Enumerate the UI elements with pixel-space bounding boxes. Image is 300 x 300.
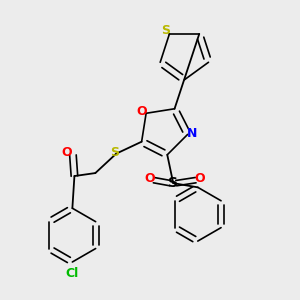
- Text: S: S: [161, 24, 170, 37]
- Text: O: O: [136, 105, 147, 118]
- Text: N: N: [187, 127, 198, 140]
- Text: O: O: [144, 172, 155, 185]
- Text: O: O: [195, 172, 206, 185]
- Text: S: S: [168, 176, 178, 190]
- Text: Cl: Cl: [66, 267, 79, 280]
- Text: S: S: [110, 146, 119, 159]
- Text: O: O: [62, 146, 72, 159]
